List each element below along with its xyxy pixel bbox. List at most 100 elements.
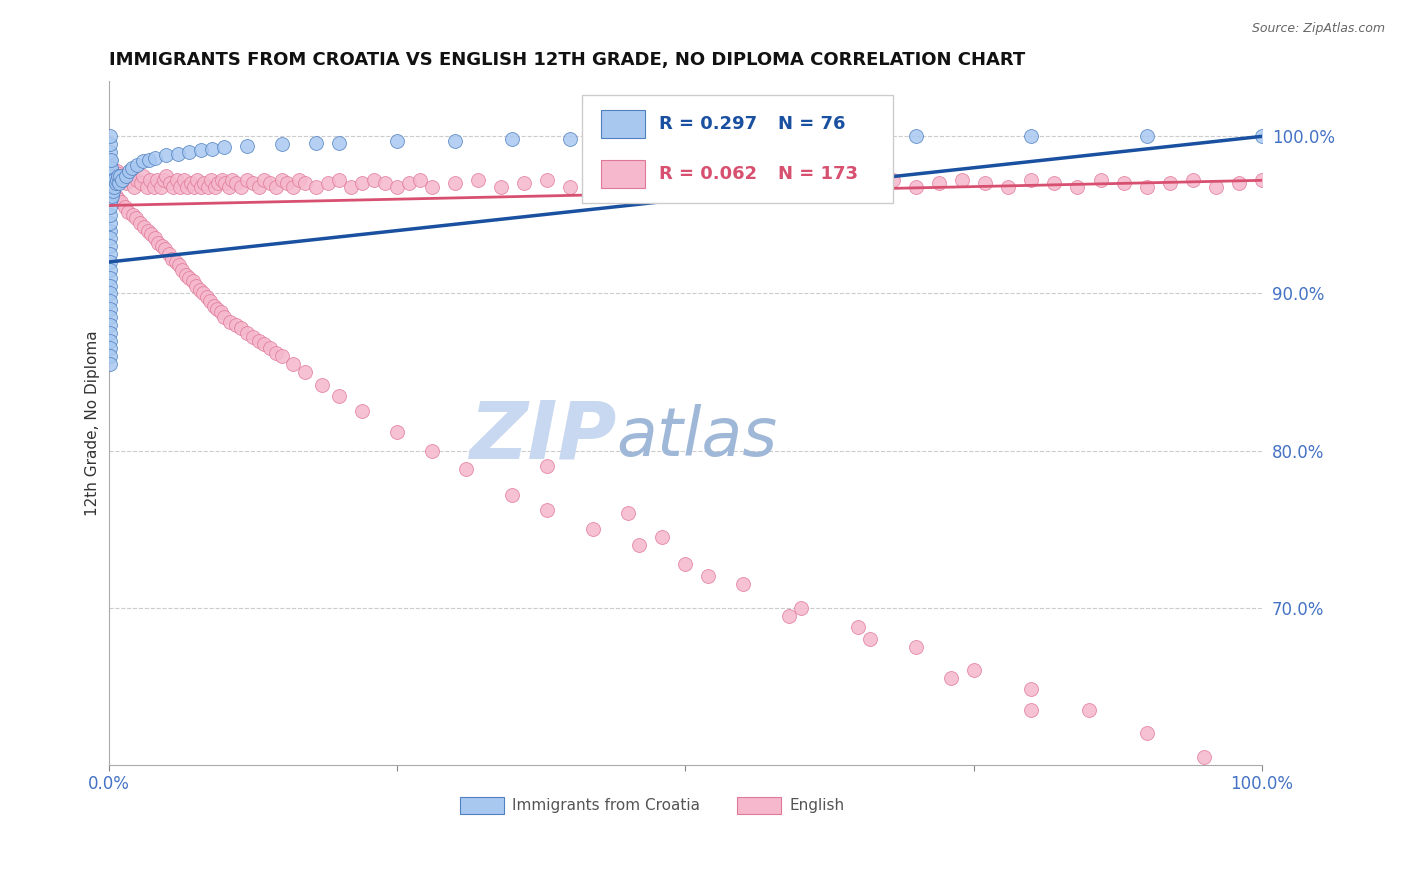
Point (236, 326, 259, 340)
Point (103, 184, 125, 198)
Point (1021, 173, 1043, 187)
Bar (737, 797, 782, 814)
Point (98, 286, 121, 301)
Point (146, 173, 169, 187)
Point (195, 289, 218, 303)
Point (1159, 177, 1181, 191)
Point (98, 342, 121, 356)
Point (731, 577, 754, 591)
Point (186, 278, 208, 293)
Point (283, 179, 305, 194)
Point (180, 177, 202, 191)
Point (264, 179, 287, 194)
Point (225, 177, 247, 191)
Point (115, 169, 138, 183)
Point (98, 278, 121, 293)
Point (129, 177, 152, 191)
Point (328, 388, 350, 402)
Point (212, 310, 235, 324)
Point (467, 173, 489, 187)
Point (169, 179, 191, 194)
Point (225, 318, 247, 332)
Point (198, 294, 221, 309)
Point (352, 404, 374, 418)
Point (98, 177, 121, 191)
Point (98, 357, 121, 371)
Point (108, 177, 131, 191)
Point (1251, 129, 1274, 144)
Point (1021, 682, 1043, 697)
Point (176, 179, 198, 194)
Point (204, 179, 226, 194)
Point (950, 173, 973, 187)
Point (1251, 173, 1274, 187)
Point (174, 268, 197, 282)
Point (374, 177, 396, 191)
Point (231, 321, 253, 335)
Point (166, 146, 188, 161)
Point (127, 173, 149, 187)
Point (305, 136, 328, 150)
Point (270, 137, 292, 152)
Point (385, 179, 408, 194)
Point (149, 179, 172, 194)
Point (443, 134, 465, 148)
Point (101, 189, 124, 203)
Point (628, 538, 651, 552)
Point (98, 270, 121, 285)
Point (283, 357, 305, 371)
Text: atlas: atlas (616, 404, 778, 470)
Point (100, 153, 122, 167)
Point (118, 173, 141, 187)
Point (209, 305, 232, 319)
Point (162, 179, 184, 194)
Point (121, 208, 143, 222)
Point (100, 177, 122, 191)
Point (974, 177, 997, 191)
Point (218, 179, 240, 194)
Point (134, 220, 156, 235)
Point (1136, 129, 1159, 144)
Point (111, 169, 134, 183)
Point (98, 161, 121, 175)
Point (167, 258, 190, 272)
Point (98, 216, 121, 230)
Point (294, 177, 316, 191)
Point (118, 164, 141, 178)
Point (905, 179, 928, 194)
Point (582, 177, 605, 191)
Point (789, 177, 811, 191)
Point (200, 173, 222, 187)
Point (536, 459, 558, 474)
Point (501, 487, 523, 501)
Point (98, 169, 121, 183)
Point (98, 349, 121, 363)
Point (236, 173, 259, 187)
Point (242, 177, 264, 191)
Point (101, 179, 124, 194)
Point (135, 179, 157, 194)
Point (536, 173, 558, 187)
Point (179, 145, 201, 159)
Point (1194, 750, 1216, 764)
Point (501, 132, 523, 146)
Point (1090, 173, 1112, 187)
Point (673, 557, 696, 571)
Point (143, 231, 166, 245)
Point (101, 161, 124, 175)
Point (218, 315, 240, 329)
Point (628, 177, 651, 191)
Point (105, 173, 128, 187)
Point (211, 173, 233, 187)
Point (242, 330, 264, 344)
Point (928, 177, 950, 191)
Point (132, 169, 155, 183)
Point (1066, 179, 1088, 194)
Point (259, 177, 281, 191)
Point (98, 294, 121, 309)
Point (103, 169, 125, 183)
Point (166, 173, 188, 187)
Point (98, 145, 121, 159)
Point (651, 530, 673, 544)
Point (789, 131, 811, 145)
